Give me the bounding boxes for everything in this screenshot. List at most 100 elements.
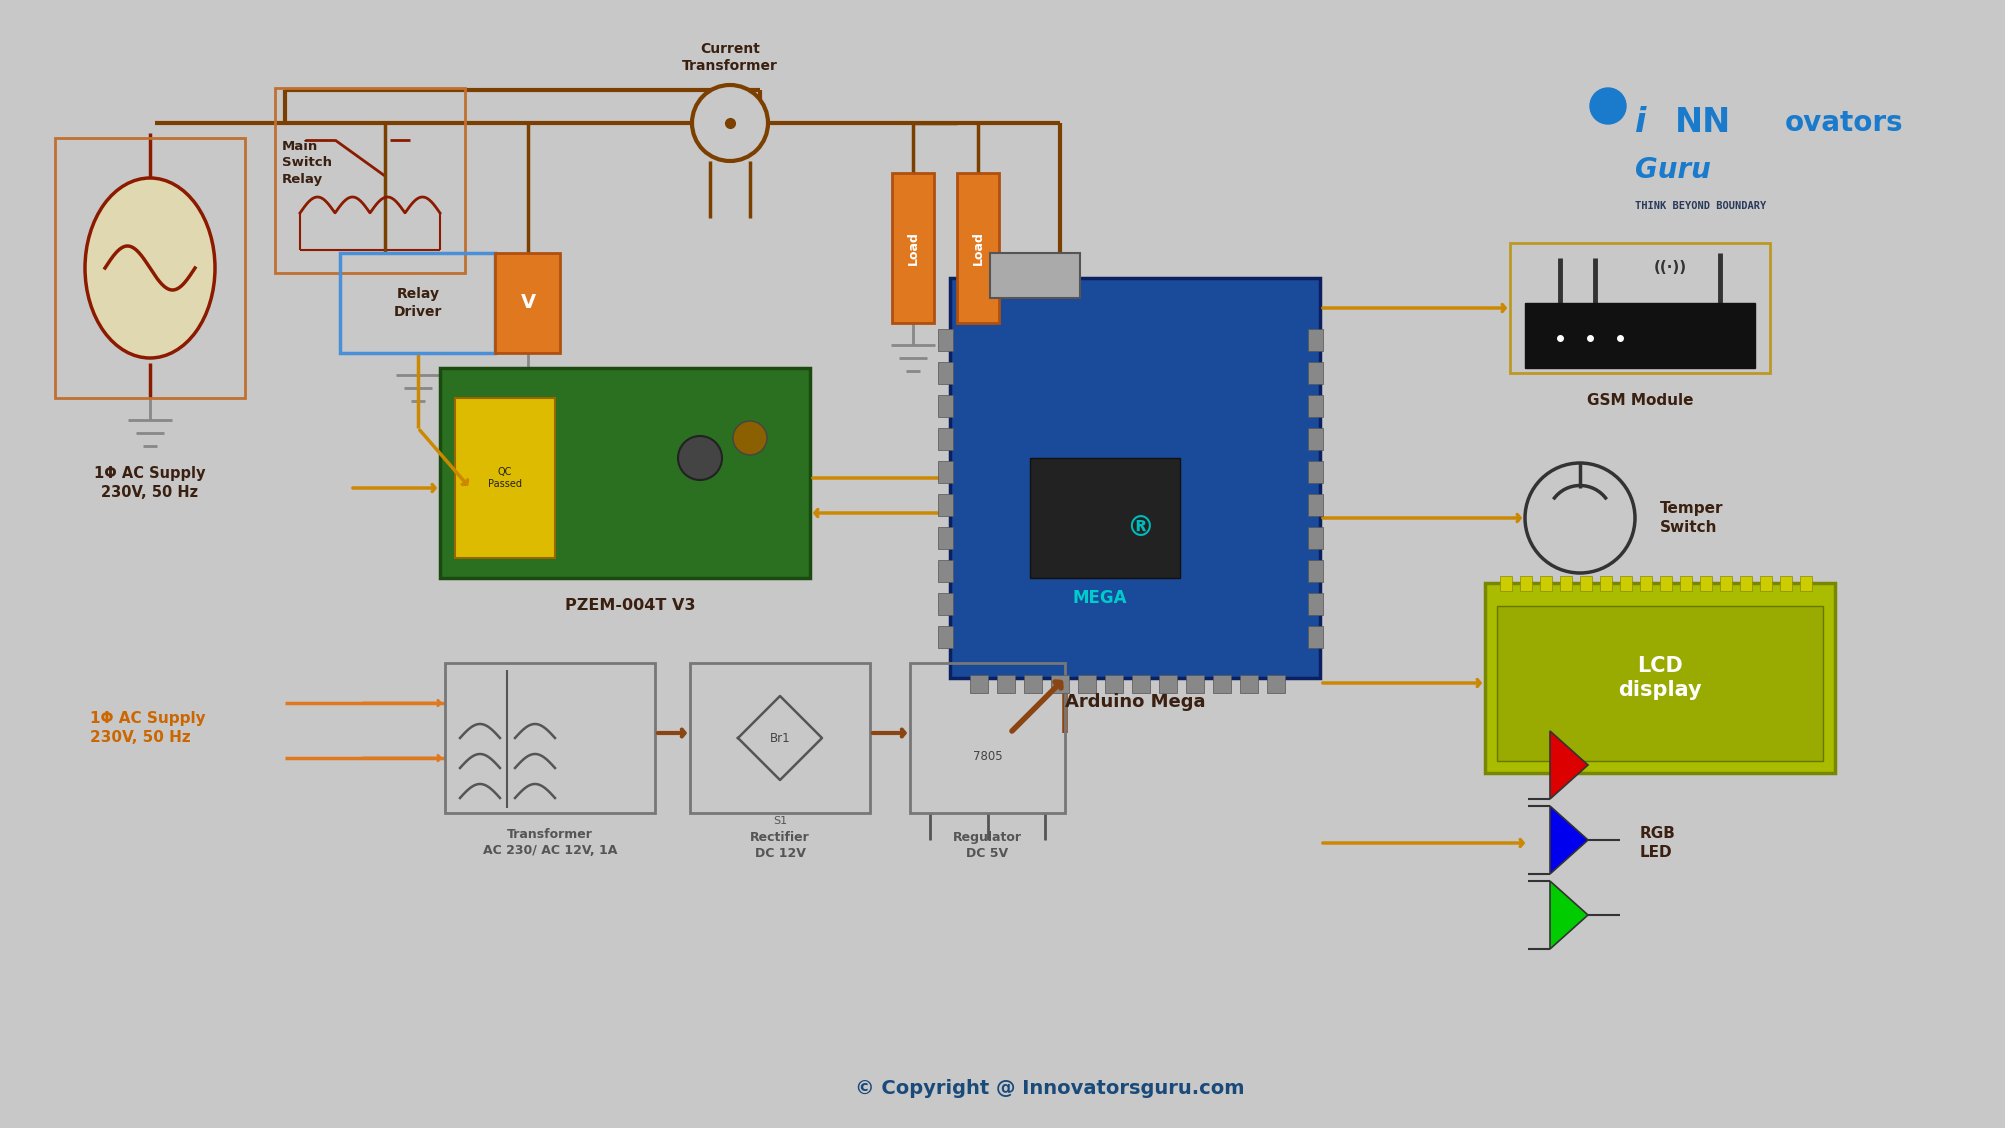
Bar xyxy=(1307,428,1323,450)
Text: Relay
Driver: Relay Driver xyxy=(393,288,441,318)
Bar xyxy=(1660,576,1670,591)
Bar xyxy=(1307,329,1323,351)
Bar xyxy=(1560,576,1572,591)
Text: NN: NN xyxy=(1674,106,1730,140)
Bar xyxy=(455,398,555,558)
Polygon shape xyxy=(1550,807,1588,874)
Text: Load: Load xyxy=(970,231,984,265)
Bar xyxy=(938,329,952,351)
Text: Load: Load xyxy=(906,231,918,265)
Text: RGB
LED: RGB LED xyxy=(1640,826,1674,860)
Bar xyxy=(1580,576,1592,591)
Ellipse shape xyxy=(84,178,215,358)
Bar xyxy=(1105,675,1123,693)
Text: MEGA: MEGA xyxy=(1073,589,1127,607)
Bar xyxy=(938,428,952,450)
Bar xyxy=(1520,576,1532,591)
Text: © Copyright @ Innovatorsguru.com: © Copyright @ Innovatorsguru.com xyxy=(854,1079,1245,1098)
Bar xyxy=(1307,362,1323,384)
Text: S1: S1 xyxy=(772,816,786,826)
Bar xyxy=(1307,395,1323,417)
Bar xyxy=(1307,626,1323,647)
Text: 7805: 7805 xyxy=(972,749,1002,763)
Text: GSM Module: GSM Module xyxy=(1586,393,1692,408)
Text: ovators: ovators xyxy=(1784,109,1903,136)
Text: Regulator
DC 5V: Regulator DC 5V xyxy=(952,831,1021,860)
Bar xyxy=(1239,675,1257,693)
Bar xyxy=(445,663,656,813)
Bar xyxy=(339,253,495,353)
Bar xyxy=(910,663,1065,813)
Bar xyxy=(970,675,988,693)
Bar xyxy=(938,593,952,615)
Bar xyxy=(938,559,952,582)
Bar xyxy=(1307,494,1323,515)
Bar xyxy=(1600,576,1612,591)
Bar xyxy=(1758,576,1770,591)
Text: QC
Passed: QC Passed xyxy=(487,467,521,490)
Bar xyxy=(1540,576,1552,591)
Bar xyxy=(275,88,465,273)
Bar xyxy=(1698,576,1710,591)
Text: 1Φ AC Supply
230V, 50 Hz: 1Φ AC Supply 230V, 50 Hz xyxy=(94,466,207,500)
Bar xyxy=(938,362,952,384)
Bar xyxy=(1029,458,1179,578)
Bar xyxy=(1678,576,1690,591)
Bar xyxy=(1778,576,1790,591)
Bar xyxy=(1307,461,1323,483)
Text: Br1: Br1 xyxy=(770,731,790,744)
Text: Current
Transformer: Current Transformer xyxy=(682,42,778,73)
Bar xyxy=(1798,576,1811,591)
Bar xyxy=(956,173,998,323)
Bar xyxy=(1051,675,1069,693)
Bar xyxy=(1718,576,1730,591)
Circle shape xyxy=(692,85,768,161)
Text: PZEM-004T V3: PZEM-004T V3 xyxy=(565,598,696,613)
Text: Main
Switch
Relay: Main Switch Relay xyxy=(283,141,333,185)
Bar xyxy=(495,253,559,353)
Text: THINK BEYOND BOUNDARY: THINK BEYOND BOUNDARY xyxy=(1634,201,1764,211)
Bar xyxy=(938,494,952,515)
Bar xyxy=(1500,576,1512,591)
Bar xyxy=(892,173,934,323)
Bar xyxy=(938,461,952,483)
Bar xyxy=(938,527,952,549)
Text: Rectifier
DC 12V: Rectifier DC 12V xyxy=(750,831,810,860)
Text: Arduino Mega: Arduino Mega xyxy=(1065,693,1205,711)
Bar xyxy=(990,253,1079,298)
Bar xyxy=(1738,576,1750,591)
Text: Temper
Switch: Temper Switch xyxy=(1660,501,1722,535)
Text: i: i xyxy=(1634,106,1646,140)
Bar xyxy=(690,663,870,813)
Text: LCD
display: LCD display xyxy=(1618,655,1700,700)
Bar xyxy=(1620,576,1632,591)
Polygon shape xyxy=(1550,731,1588,799)
Bar xyxy=(1213,675,1231,693)
Bar xyxy=(938,395,952,417)
Bar xyxy=(1496,606,1823,761)
Bar xyxy=(1159,675,1177,693)
Bar xyxy=(439,368,810,578)
Bar xyxy=(1267,675,1285,693)
Text: V: V xyxy=(519,293,535,312)
Bar xyxy=(1524,303,1754,368)
Text: ((·)): ((·)) xyxy=(1652,261,1686,275)
Bar xyxy=(1640,576,1652,591)
Bar xyxy=(938,626,952,647)
Bar xyxy=(1077,675,1095,693)
Text: Transformer
AC 230/ AC 12V, 1A: Transformer AC 230/ AC 12V, 1A xyxy=(483,828,618,857)
Bar xyxy=(996,675,1015,693)
Bar xyxy=(1023,675,1041,693)
Bar xyxy=(1484,583,1835,773)
Bar xyxy=(1131,675,1149,693)
Circle shape xyxy=(1590,88,1626,124)
Bar xyxy=(950,277,1319,678)
Text: ®: ® xyxy=(1125,514,1153,541)
Bar xyxy=(54,138,245,398)
Bar xyxy=(1307,559,1323,582)
Bar xyxy=(1307,527,1323,549)
Polygon shape xyxy=(1550,881,1588,949)
Circle shape xyxy=(678,437,722,481)
Text: 1Φ AC Supply
230V, 50 Hz: 1Φ AC Supply 230V, 50 Hz xyxy=(90,711,207,744)
Text: Guru: Guru xyxy=(1634,156,1710,184)
